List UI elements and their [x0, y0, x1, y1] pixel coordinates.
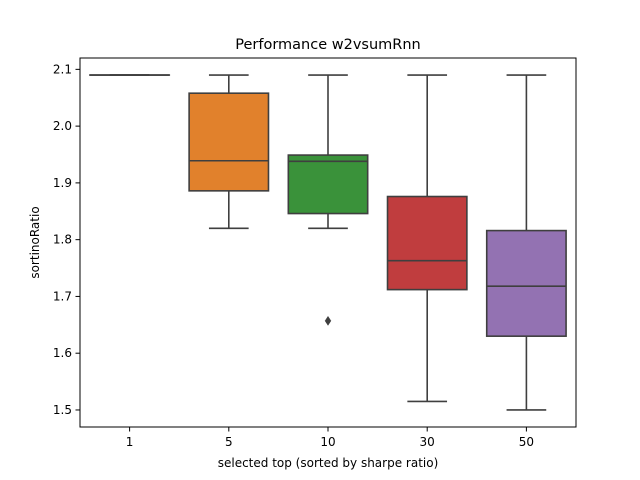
y-tick-label: 1.7 [53, 289, 72, 303]
box-group-50 [485, 74, 567, 411]
x-tick-label: 30 [420, 435, 435, 449]
box-iqr [485, 229, 567, 337]
y-tick-label: 2.0 [53, 119, 72, 133]
box-iqr [287, 154, 369, 215]
chart-title: Performance w2vsumRnn [235, 37, 420, 53]
boxes-layer [89, 74, 567, 411]
box-group-10 [287, 74, 369, 326]
box-iqr [386, 195, 468, 291]
x-ticks: 1 5 10 30 50 [126, 427, 534, 449]
x-tick-label: 50 [519, 435, 534, 449]
x-tick-label: 10 [320, 435, 335, 449]
y-tick-label: 1.8 [53, 233, 72, 247]
outlier-point [324, 315, 332, 326]
x-tick-label: 1 [126, 435, 134, 449]
y-tick-label: 1.9 [53, 176, 72, 190]
box-iqr [188, 92, 270, 192]
y-tick-label: 1.6 [53, 346, 72, 360]
y-tick-label: 2.1 [53, 62, 72, 76]
box-group-5 [188, 74, 270, 230]
box-group-30 [386, 74, 468, 403]
y-tick-label: 1.5 [53, 403, 72, 417]
x-axis-label: selected top (sorted by sharpe ratio) [218, 456, 439, 470]
y-axis-label: sortinoRatio [28, 206, 42, 278]
y-ticks: 1.5 1.6 1.7 1.8 1.9 2.0 2.1 [53, 62, 80, 417]
x-tick-label: 5 [225, 435, 233, 449]
